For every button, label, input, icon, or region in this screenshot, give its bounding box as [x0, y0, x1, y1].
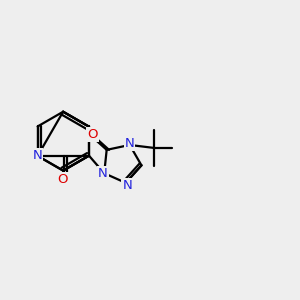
Text: N: N	[33, 149, 43, 162]
Text: O: O	[87, 128, 98, 141]
Text: N: N	[125, 137, 135, 150]
Text: N: N	[98, 167, 108, 180]
Text: N: N	[122, 179, 132, 192]
Text: O: O	[57, 173, 68, 186]
